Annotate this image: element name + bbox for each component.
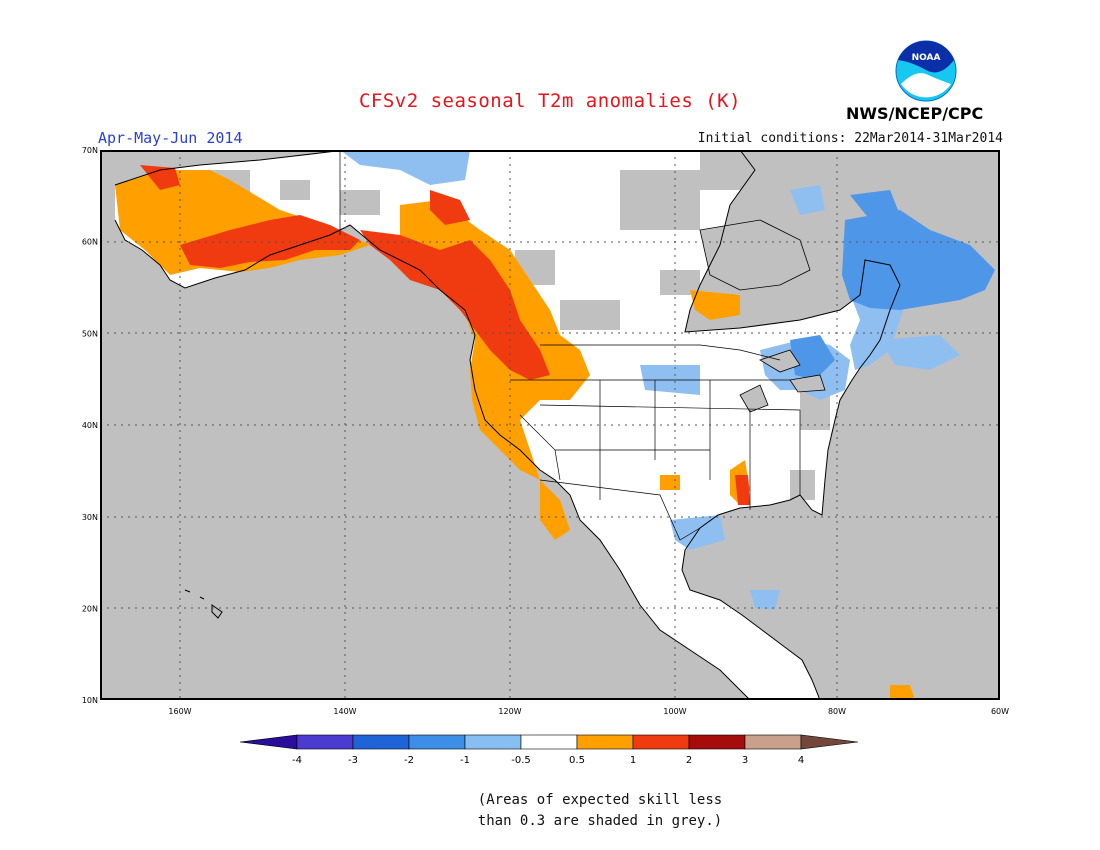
- footnote-line-1: (Areas of expected skill less: [477, 792, 723, 808]
- colorbar-label: -2: [404, 755, 414, 766]
- footnote-line-2: than 0.3 are shaded in grey.): [477, 813, 723, 829]
- noaa-logo: NOAA: [895, 40, 957, 102]
- hawaii-islands: [184, 589, 223, 619]
- lon-label: 80W: [828, 707, 846, 716]
- lat-label: 20N: [82, 605, 98, 614]
- season-label: Apr-May-Jun 2014: [98, 129, 243, 147]
- lon-label: 120W: [498, 707, 521, 716]
- logo-text: NOAA: [912, 53, 941, 63]
- colorbar-swatch: [464, 734, 522, 750]
- colorbar-label: 1: [630, 755, 636, 766]
- colorbar: -4 -3 -2 -1 -0.5 0.5 1 2 3 4: [239, 734, 859, 766]
- map-frame: [100, 150, 1000, 700]
- forecast-map: [100, 150, 1000, 700]
- lon-label: 60W: [991, 707, 1009, 716]
- water-bodies: [699, 219, 826, 413]
- lat-label: 60N: [82, 238, 98, 247]
- graticule: [100, 150, 1000, 700]
- colorbar-swatch: [352, 734, 410, 750]
- colorbar-swatch: [239, 734, 298, 750]
- colorbar-label: 3: [742, 755, 748, 766]
- colorbar-label: -1: [460, 755, 470, 766]
- agency-label: NWS/NCEP/CPC: [846, 104, 984, 123]
- skill-footnote: (Areas of expected skill less than 0.3 a…: [0, 790, 1100, 832]
- colorbar-swatch: [520, 734, 578, 750]
- colorbar-label: 0.5: [569, 755, 585, 766]
- lat-label: 10N: [82, 696, 98, 705]
- land-greenland: [840, 150, 1000, 210]
- political-borders: [339, 150, 801, 541]
- colorbar-label: -0.5: [511, 755, 531, 766]
- low-skill-areas: [210, 150, 830, 500]
- colorbar-swatch: [744, 734, 802, 750]
- colorbar-label: -3: [348, 755, 358, 766]
- colorbar-label: 2: [686, 755, 692, 766]
- coastline: [114, 150, 901, 700]
- lat-label: 30N: [82, 513, 98, 522]
- chart-title: CFSv2 seasonal T2m anomalies (K): [358, 90, 742, 112]
- colorbar-swatch: [296, 734, 354, 750]
- initial-conditions-label: Initial conditions: 22Mar2014-31Mar2014: [697, 131, 1003, 146]
- colorbar-swatch: [408, 734, 466, 750]
- colorbar-swatch: [688, 734, 746, 750]
- lat-label: 70N: [82, 146, 98, 155]
- lat-label: 40N: [82, 421, 98, 430]
- colorbar-swatch: [800, 734, 859, 750]
- colorbar-label: -4: [292, 755, 302, 766]
- map-axis-labels: 70N 60N 50N 40N 30N 20N 10N 160W 140W 120W 100W 80…: [82, 146, 1009, 716]
- colorbar-swatch: [576, 734, 634, 750]
- colorbar-label: 4: [798, 755, 804, 766]
- lat-label: 50N: [82, 329, 98, 338]
- lon-label: 100W: [663, 707, 686, 716]
- lon-label: 140W: [333, 707, 356, 716]
- lon-label: 160W: [168, 707, 191, 716]
- anomaly-cool-blue: [790, 190, 995, 380]
- colorbar-swatch: [632, 734, 690, 750]
